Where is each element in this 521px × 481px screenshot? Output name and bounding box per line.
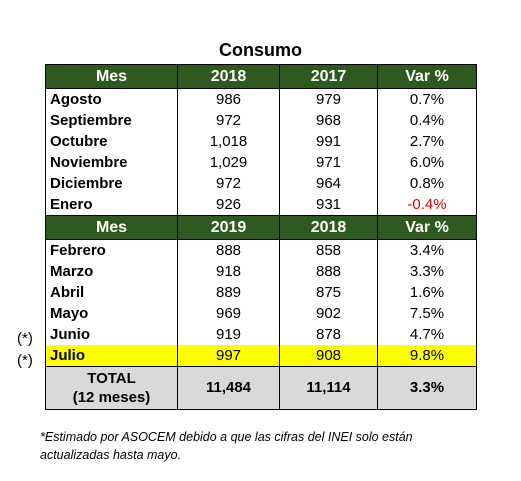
cell-value-b: 968: [279, 110, 378, 131]
cell-value-a: 1,018: [177, 131, 280, 152]
cell-value-a: 972: [177, 110, 280, 131]
cell-value-a: 889: [177, 282, 280, 303]
cell-value-a: 972: [177, 173, 280, 194]
cell-var: 9.8%: [377, 345, 477, 367]
estimate-marker-julio: (*): [17, 352, 33, 369]
cell-month: Agosto: [45, 88, 178, 110]
cell-var: 0.8%: [377, 173, 477, 194]
cell-var: 0.4%: [377, 110, 477, 131]
header-var: Var %: [377, 215, 477, 240]
cell-value-b: 875: [279, 282, 378, 303]
cell-month: Noviembre: [45, 152, 178, 173]
footnote-line1: *Estimado por ASOCEM debido a que las ci…: [40, 430, 413, 444]
cell-value-a: 926: [177, 194, 280, 216]
cell-var: 1.6%: [377, 282, 477, 303]
cell-value-b: 878: [279, 324, 378, 345]
cell-var: 3.3%: [377, 261, 477, 282]
cell-value-a: 986: [177, 88, 280, 110]
cell-value-b: 971: [279, 152, 378, 173]
total-row: TOTAL (12 meses) 11,484 11,114 3.3%: [45, 366, 477, 410]
cell-var: 0.7%: [377, 88, 477, 110]
table-row: Septiembre 972 968 0.4%: [45, 110, 477, 131]
cell-value-b: 908: [279, 345, 378, 367]
table-header-row-2: Mes 2019 2018 Var %: [45, 215, 477, 240]
cell-month: Mayo: [45, 303, 178, 324]
total-value-a: 11,484: [177, 366, 280, 410]
footnote: *Estimado por ASOCEM debido a que las ci…: [40, 428, 500, 464]
cell-value-a: 919: [177, 324, 280, 345]
cell-value-b: 858: [279, 239, 378, 261]
cell-value-a: 1,029: [177, 152, 280, 173]
cell-month: Abril: [45, 282, 178, 303]
cell-var: 4.7%: [377, 324, 477, 345]
header-month: Mes: [45, 64, 178, 89]
header-year-a: 2019: [177, 215, 280, 240]
table-title: Consumo: [219, 40, 302, 60]
header-year-a: 2018: [177, 64, 280, 89]
total-label-line1: TOTAL: [87, 370, 136, 387]
cell-month: Febrero: [45, 239, 178, 261]
cell-value-b: 979: [279, 88, 378, 110]
cell-month: Marzo: [45, 261, 178, 282]
cell-var-negative: -0.4%: [377, 194, 477, 216]
header-var: Var %: [377, 64, 477, 89]
cell-month: Septiembre: [45, 110, 178, 131]
header-year-b: 2018: [279, 215, 378, 240]
cell-month: Junio: [45, 324, 178, 345]
cell-month: Octubre: [45, 131, 178, 152]
cell-value-a: 888: [177, 239, 280, 261]
cell-value-b: 902: [279, 303, 378, 324]
table-row: Marzo 918 888 3.3%: [45, 261, 477, 282]
cell-value-b: 964: [279, 173, 378, 194]
total-label-line2: (12 meses): [72, 389, 151, 406]
cell-var: 6.0%: [377, 152, 477, 173]
header-month: Mes: [45, 215, 178, 240]
table-row: Junio 919 878 4.7%: [45, 324, 477, 345]
table-row: Agosto 986 979 0.7%: [45, 88, 477, 110]
table-row: Febrero 888 858 3.4%: [45, 239, 477, 261]
estimate-marker-junio: (*): [17, 330, 33, 347]
table-header-row-1: Mes 2018 2017 Var %: [45, 64, 477, 89]
cell-var: 2.7%: [377, 131, 477, 152]
cell-value-a: 918: [177, 261, 280, 282]
table-row: Abril 889 875 1.6%: [45, 282, 477, 303]
table-row: Octubre 1,018 991 2.7%: [45, 131, 477, 152]
cell-value-a: 969: [177, 303, 280, 324]
cell-month: Julio: [45, 345, 178, 367]
total-value-b: 11,114: [279, 366, 378, 410]
total-var: 3.3%: [377, 366, 477, 410]
cell-value-a: 997: [177, 345, 280, 367]
cell-month: Enero: [45, 194, 178, 216]
footnote-line2: actualizadas hasta mayo.: [40, 448, 182, 462]
cell-value-b: 888: [279, 261, 378, 282]
table-row: Noviembre 1,029 971 6.0%: [45, 152, 477, 173]
cell-var: 7.5%: [377, 303, 477, 324]
table-row: Mayo 969 902 7.5%: [45, 303, 477, 324]
header-year-b: 2017: [279, 64, 378, 89]
table-row: Diciembre 972 964 0.8%: [45, 173, 477, 194]
table-row: Enero 926 931 -0.4%: [45, 194, 477, 216]
consumption-table: Mes 2018 2017 Var % Agosto 986 979 0.7% …: [45, 64, 477, 410]
total-label: TOTAL (12 meses): [45, 366, 178, 410]
cell-value-b: 931: [279, 194, 378, 216]
cell-var: 3.4%: [377, 239, 477, 261]
cell-month: Diciembre: [45, 173, 178, 194]
cell-value-b: 991: [279, 131, 378, 152]
table-row-highlighted: Julio 997 908 9.8%: [45, 345, 477, 367]
